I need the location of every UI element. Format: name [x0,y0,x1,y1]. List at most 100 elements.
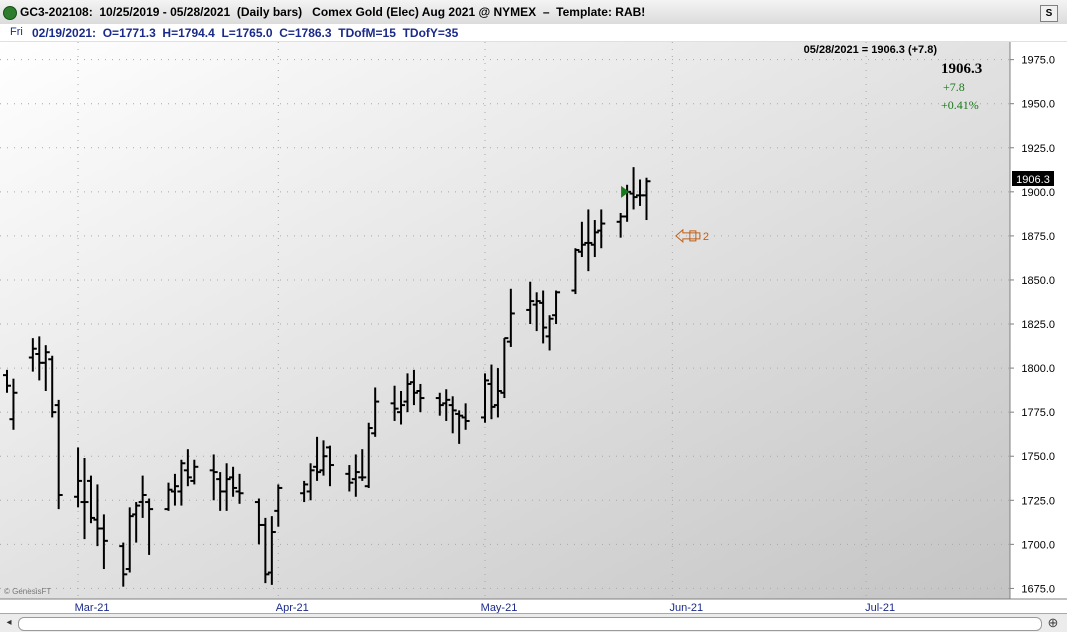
scroll-left-arrow-icon[interactable]: ◂ [6,617,12,628]
ohlc-bar [590,220,599,258]
ohlc-bar [358,449,367,481]
ohlc-bar [3,369,11,393]
y-tick-label: 1875.0 [1021,231,1055,243]
y-tick-label: 1825.0 [1021,319,1055,331]
target-box [689,230,697,242]
ohlc-bar [571,248,580,295]
buy-signal-arrow-icon [621,185,630,198]
y-tick-label: 1950.0 [1021,99,1055,111]
ohlc-bar [9,378,18,430]
ohlc-bar [145,498,154,555]
scrollbar-thumb[interactable] [18,617,1042,631]
y-tick-label: 1725.0 [1021,495,1055,507]
ohlc-bar [41,345,50,392]
ohlc-bar [506,288,515,347]
ohlc-bar [209,454,218,501]
ohlc-bar [448,396,457,434]
last-price-header: 05/28/2021 = 1906.3 (+7.8) [804,44,938,56]
window-title: GC3-202108: 10/25/2019 - 05/28/2021 (Dai… [20,5,646,19]
ohlc-bar [138,475,147,518]
ohlc-bar [532,292,541,332]
ohlc-bar [261,517,270,584]
data-info-row: Fri 02/19/2021: O=1771.3 H=1794.4 L=1765… [0,24,1067,42]
ohlc-bar [493,368,502,418]
x-tick-label: May-21 [481,602,518,613]
last-price: 1906.3 [941,61,982,77]
target-marker-label: 2 [703,231,709,243]
ohlc-bar [267,516,276,585]
ohlc-bar [629,167,638,210]
ohlc-bar [319,440,328,476]
ohlc-bar [481,373,489,423]
ohlc-bar [28,338,37,372]
ohlc-bar [500,337,509,399]
target-arrow-icon [675,228,701,243]
y-tick-label: 1900.0 [1021,187,1055,199]
y-tick-label: 1975.0 [1021,55,1055,67]
price-axis: 1975.0 1950.0 1925.0 1900.0 1875.0 1850.0 1825… [1010,55,1055,595]
date-axis: Mar-21 Apr-21 May-21 Jun-21 Jul-21 [75,602,895,613]
ohlc-bar [164,482,173,511]
zoom-icon[interactable]: ⊕ [1047,615,1059,630]
ohlc-bar [183,449,192,487]
y-tick-label: 1700.0 [1021,539,1055,551]
last-price-tag [1012,171,1054,186]
ohlc-bar [74,447,83,508]
y-tick-label: 1775.0 [1021,407,1055,419]
ohlc-bar [487,364,496,420]
ohlc-bar [235,473,244,504]
ohlc-bar [80,457,89,540]
y-tick-label: 1750.0 [1021,451,1055,463]
ohlc-bar [442,389,451,421]
date-axis-panel [0,599,1067,613]
ohlc-bar [119,542,128,587]
ohlc-bar [54,399,63,510]
ohlc-bar [222,463,231,511]
ohlc-bar [99,514,108,570]
x-tick-label: Apr-21 [276,602,309,613]
y-tick-label: 1925.0 [1021,143,1055,155]
ohlc-bar [409,369,418,406]
ohlc-bar [390,385,399,421]
ohlc-bar [313,436,322,481]
price-change-percent: +0.41% [941,98,979,112]
y-tick-label: 1800.0 [1021,363,1055,375]
y-tick-label: 1850.0 [1021,275,1055,287]
x-tick-label: Jul-21 [865,602,895,613]
ohlc-bar [526,281,535,325]
last-price-tag-label: 1906.3 [1016,174,1050,186]
ohlc-bar [364,422,373,488]
ohlc-bar [584,209,593,272]
ohlc-bar [577,221,586,258]
ohlc-bar [177,459,186,506]
ohlc-bar [435,392,444,416]
ohlc-bar [545,315,554,351]
ohlc-bar [170,473,179,506]
price-change: +7.8 [943,80,965,94]
plot-area [0,42,1010,599]
chart-app-icon [3,6,17,20]
price-chart[interactable]: 1975.0 1950.0 1925.0 1900.0 1875.0 1850.0 1825… [0,42,1067,613]
ohlc-bar [229,466,238,497]
ohlc-bar [461,403,470,430]
ohlc-bar [132,502,141,543]
chart-markers: 2 [621,185,709,243]
ohlc-bar [345,465,354,492]
x-tick-label: Jun-21 [670,602,704,613]
ohlc-bar [416,383,425,413]
x-tick-label: Mar-21 [75,602,110,613]
price-axis-panel [1010,42,1067,599]
ohlc-bar [403,373,412,413]
ohlc-readout: 02/19/2021: O=1771.3 H=1794.4 L=1765.0 C… [32,26,459,40]
horizontal-scrollbar[interactable]: ◂ ⊕ [0,613,1067,632]
title-bar: GC3-202108: 10/25/2019 - 05/28/2021 (Dai… [0,0,1067,25]
ohlc-bar [455,410,464,444]
settings-s-button[interactable]: S [1040,5,1058,22]
ohlc-bar [597,209,606,249]
ohlc-bar [274,484,283,527]
ohlc-bar [397,391,406,425]
y-tick-label: 1675.0 [1021,583,1055,595]
info-day: Fri [10,26,23,38]
ohlc-bar [86,475,95,524]
ohlc-bar [351,454,360,497]
